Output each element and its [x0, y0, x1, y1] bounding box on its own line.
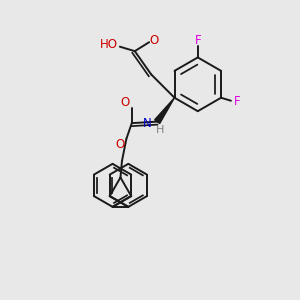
Text: O: O [150, 34, 159, 47]
Text: F: F [194, 34, 201, 46]
Polygon shape [154, 98, 175, 124]
Text: H: H [155, 125, 164, 135]
Text: F: F [234, 95, 241, 108]
Text: HO: HO [100, 38, 118, 51]
Text: O: O [115, 137, 124, 151]
Text: O: O [121, 96, 130, 109]
Text: N: N [143, 117, 152, 130]
